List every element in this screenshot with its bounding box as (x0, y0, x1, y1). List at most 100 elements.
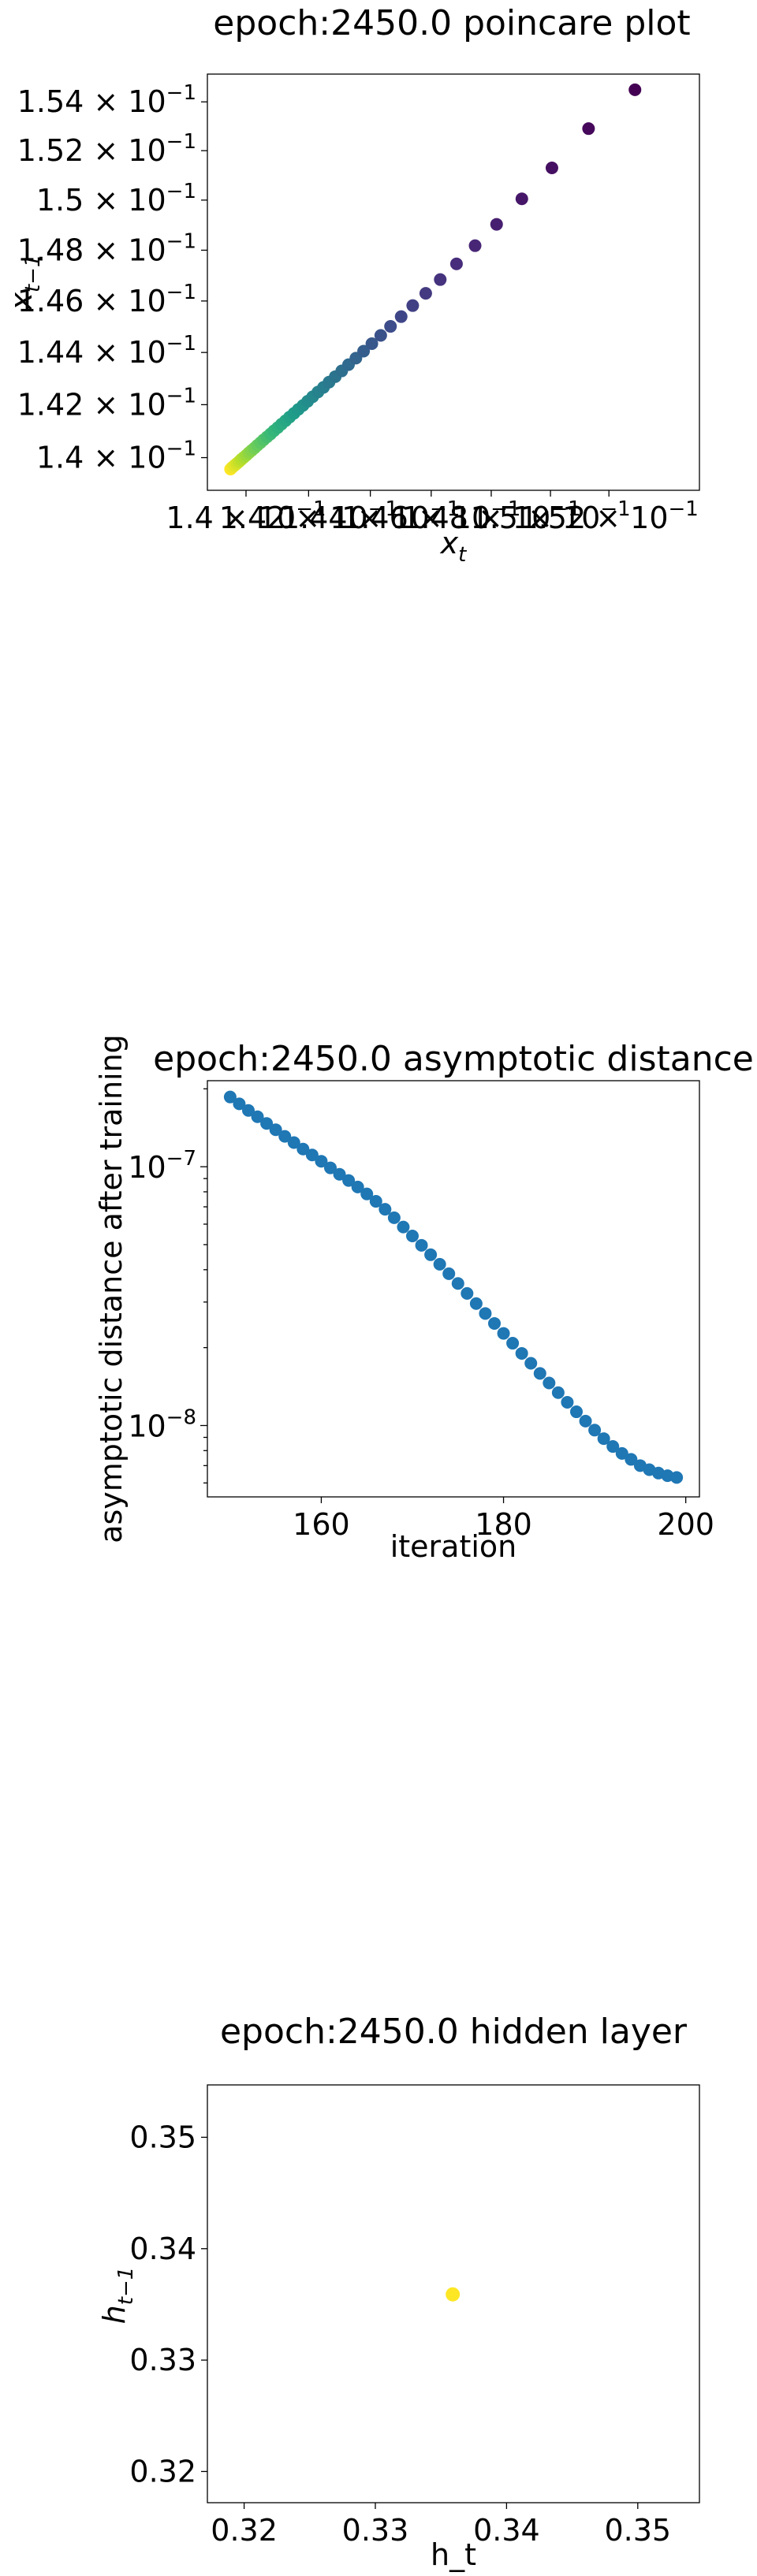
asymptotic-point (543, 1376, 556, 1390)
poincare-point (434, 273, 447, 286)
asymptotic-point (387, 1211, 401, 1224)
poincare-y-tick-label: 1.52 × 10−1 (17, 130, 196, 168)
asymptotic-title: epoch:2450.0 asymptotic distance (153, 1039, 754, 1079)
asymptotic-point (251, 1110, 264, 1123)
asymptotic-point (579, 1414, 592, 1428)
asymptotic-point (461, 1286, 474, 1300)
poincare-x-tick-label: 1.5 × 10−1 (471, 497, 631, 535)
asymptotic-point (333, 1167, 346, 1181)
hidden-layer-title: epoch:2450.0 hidden layer (220, 2012, 688, 2052)
poincare-title: epoch:2450.0 poincare plot (213, 3, 690, 43)
asymptotic-point (378, 1203, 392, 1216)
asymptotic-x-tick-label: 180 (475, 1507, 532, 1542)
asymptotic-point (524, 1357, 538, 1370)
asymptotic-point (670, 1471, 684, 1484)
poincare-point (628, 83, 642, 96)
asymptotic-point (406, 1230, 419, 1243)
poincare-axes-frame (207, 73, 700, 491)
asymptotic-point (324, 1161, 337, 1174)
hidden-layer-point (446, 2287, 461, 2302)
hidden-layer-plot: epoch:2450.0 hidden layer 0.32 0.33 0.34 0.… (97, 2012, 700, 2572)
poincare-point (374, 329, 387, 342)
hidden-layer-y-tick-label: 0.33 (129, 2343, 196, 2377)
poincare-y-label: xt−1 (4, 254, 45, 311)
poincare-x-tick-label: 1.42 × 10−1 (219, 497, 398, 535)
poincare-x-tick-label: 1.52 × 10−1 (520, 497, 699, 535)
poincare-point (384, 320, 397, 333)
poincare-point (468, 239, 482, 252)
poincare-point (394, 310, 408, 323)
poincare-x-tick-label: 1.4 × 10−1 (166, 497, 326, 535)
poincare-y-tick-label: 1.5 × 10−1 (36, 180, 196, 218)
asymptotic-point (515, 1346, 528, 1360)
poincare-y-tick-label: 1.4 × 10−1 (36, 437, 196, 475)
asymptotic-point (242, 1104, 255, 1117)
hidden-layer-x-tick-label: 0.35 (604, 2513, 671, 2548)
asymptotic-point (570, 1405, 583, 1419)
asymptotic-point (433, 1257, 446, 1271)
asymptotic-point (351, 1180, 364, 1193)
asymptotic-point (360, 1187, 374, 1201)
poincare-point (419, 287, 432, 300)
hidden-layer-y-tick-label: 0.32 (129, 2454, 196, 2489)
asymptotic-y-label: asymptotic distance after training (94, 1034, 129, 1543)
asymptotic-x-tick-label: 200 (657, 1507, 714, 1542)
asymptotic-axes-frame (207, 1080, 700, 1498)
asymptotic-y-tick-label: 10−7 (128, 1147, 196, 1185)
hidden-layer-axes-frame (207, 2084, 700, 2503)
asymptotic-x-tick-label: 160 (293, 1507, 350, 1542)
asymptotic-point (269, 1123, 282, 1137)
asymptotic-point (260, 1117, 274, 1130)
asymptotic-point (369, 1195, 382, 1208)
poincare-y-tick-label: 1.44 × 10−1 (17, 332, 196, 370)
asymptotic-point (233, 1097, 246, 1111)
asymptotic-point (223, 1090, 237, 1104)
hidden-layer-y-tick-label: 0.34 (129, 2232, 196, 2266)
asymptotic-point (533, 1367, 546, 1380)
hidden-layer-x-tick-label: 0.33 (342, 2513, 409, 2548)
asymptotic-point (497, 1327, 510, 1340)
asymptotic-point (287, 1136, 300, 1149)
hidden-layer-x-tick-label: 0.32 (211, 2513, 278, 2548)
asymptotic-point (551, 1386, 565, 1399)
asymptotic-x-label: iteration (390, 1529, 517, 1564)
hidden-layer-y-tick-label: 0.35 (129, 2120, 196, 2154)
asymptotic-distance-plot: epoch:2450.0 asymptotic distance 10−7 10−… (94, 1034, 754, 1564)
asymptotic-point (597, 1432, 610, 1446)
poincare-point (490, 218, 503, 231)
asymptotic-point (305, 1148, 319, 1162)
asymptotic-point (469, 1297, 483, 1310)
poincare-point (582, 122, 595, 136)
hidden-layer-x-tick-label: 0.34 (473, 2513, 540, 2548)
poincare-y-tick-label: 1.42 × 10−1 (17, 384, 196, 422)
asymptotic-point (278, 1130, 292, 1143)
asymptotic-point (506, 1337, 520, 1350)
poincare-x-tick-label: 1.46 × 10−1 (341, 497, 520, 535)
asymptotic-point (342, 1174, 356, 1187)
asymptotic-point (397, 1220, 410, 1234)
poincare-point (449, 257, 463, 270)
poincare-point (545, 161, 558, 174)
asymptotic-y-tick-label: 10−8 (128, 1405, 196, 1443)
poincare-point (406, 299, 420, 312)
asymptotic-point (442, 1267, 456, 1280)
poincare-x-label: xt (440, 526, 468, 567)
hidden-layer-x-label: h_t (431, 2537, 476, 2572)
asymptotic-point (625, 1453, 638, 1466)
asymptotic-point (615, 1446, 628, 1460)
asymptotic-point (479, 1307, 492, 1320)
asymptotic-point (315, 1155, 328, 1168)
asymptotic-point (561, 1395, 574, 1409)
poincare-y-tick-label: 1.48 × 10−1 (17, 229, 196, 267)
asymptotic-point (606, 1440, 620, 1454)
asymptotic-point (451, 1277, 464, 1290)
poincare-point (357, 344, 371, 358)
poincare-plot: epoch:2450.0 poincare plot 1.54 × 10−1 1.… (4, 3, 700, 567)
poincare-y-tick-label: 1.54 × 10−1 (17, 81, 196, 119)
poincare-y-tick-label: 1.46 × 10−1 (17, 281, 196, 318)
asymptotic-point (588, 1424, 602, 1437)
hidden-layer-y-label: ht−1 (97, 2267, 138, 2325)
asymptotic-point (488, 1316, 501, 1330)
asymptotic-point (296, 1142, 310, 1156)
